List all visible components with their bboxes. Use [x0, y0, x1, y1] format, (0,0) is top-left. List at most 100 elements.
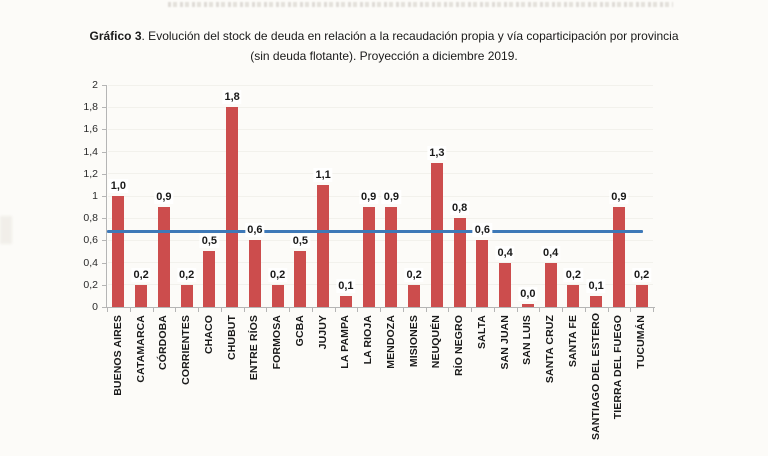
y-axis-tick-label: 1,4 — [83, 145, 98, 158]
gridline — [108, 239, 653, 241]
gridline — [108, 217, 653, 219]
y-axis-tick — [102, 240, 107, 242]
gridline — [108, 128, 653, 130]
bar — [567, 285, 580, 307]
x-axis-category-label: LA PAMPA — [339, 315, 352, 369]
x-axis-tick — [129, 308, 131, 312]
x-axis-category-label: SAN JUAN — [498, 315, 511, 370]
x-axis-tick — [493, 308, 495, 312]
figure-title: Gráfico 3. Evolución del stock de deuda … — [79, 26, 689, 66]
x-axis-category-label: CATAMARCA — [134, 315, 147, 383]
x-axis-category-label: MENDOZA — [384, 315, 397, 369]
bar — [362, 207, 375, 307]
x-axis-tick — [607, 308, 609, 312]
y-axis-tick-label: 0,4 — [83, 256, 98, 269]
x-axis-tick — [380, 308, 381, 312]
gridline — [108, 84, 653, 86]
x-axis-tick — [584, 308, 586, 312]
bar — [544, 263, 557, 307]
x-axis-category-label: BUENOS AIRES — [111, 315, 124, 396]
x-axis-category-label: CHUBUT — [225, 315, 238, 360]
y-axis-tick-label: 1,8 — [83, 101, 98, 114]
bar-value-label: 0,2 — [131, 268, 151, 282]
x-axis-tick — [175, 308, 177, 312]
x-axis-category-label: TUCUMÁN — [635, 315, 648, 369]
bar-value-label: 0,6 — [472, 223, 493, 237]
x-axis-category-label: FORMOSA — [271, 315, 284, 370]
reference-line — [107, 230, 643, 234]
x-axis-category-label: CÓRDOBA — [157, 315, 170, 370]
bar-value-label: 0,8 — [449, 201, 470, 215]
bar — [430, 163, 443, 307]
bar-value-label: 0,9 — [381, 190, 402, 204]
bar-value-label: 0,0 — [518, 287, 538, 301]
bar — [476, 240, 489, 307]
y-axis-tick — [102, 129, 107, 131]
bar — [271, 285, 284, 307]
x-axis-tick — [311, 308, 313, 312]
x-axis-tick — [562, 308, 563, 312]
bar-value-label: 0,4 — [540, 246, 561, 260]
y-axis-line — [106, 85, 107, 307]
bar — [499, 263, 512, 307]
x-axis-tick — [448, 308, 450, 312]
y-axis-tick — [102, 173, 107, 175]
bar-value-label: 0,2 — [176, 268, 197, 282]
bar — [521, 304, 534, 307]
x-axis-tick — [516, 308, 518, 312]
y-axis-tick — [102, 151, 107, 153]
y-axis-tick — [102, 307, 107, 308]
x-axis-category-label: SANTIAGO DEL ESTERO — [589, 312, 602, 440]
bar — [590, 296, 603, 307]
x-axis-category-label: SANTA FE — [566, 315, 579, 368]
x-axis-tick — [471, 308, 472, 312]
x-axis-category-label: SANTA CRUZ — [544, 315, 557, 384]
bar — [248, 240, 261, 307]
y-axis-tick — [102, 85, 107, 86]
bar-value-label: 0,4 — [495, 246, 515, 260]
x-axis-tick — [152, 308, 154, 312]
x-axis-category-label: MISIONES — [407, 315, 420, 368]
bar-value-label: 0,1 — [586, 279, 606, 293]
y-axis-tick-label: 1,2 — [83, 167, 98, 180]
y-axis-tick — [102, 107, 107, 109]
gridline — [108, 173, 653, 175]
bar-value-label: 0,6 — [245, 223, 265, 237]
bar — [612, 207, 625, 307]
scan-artifact — [0, 216, 12, 244]
bar-value-label: 0,5 — [290, 234, 311, 248]
bar — [453, 218, 466, 307]
x-axis-tick — [539, 308, 541, 312]
bar-value-label: 0,1 — [336, 279, 356, 293]
bar-value-label: 1,8 — [222, 90, 242, 104]
bar — [135, 285, 148, 307]
bar-value-label: 0,9 — [609, 190, 629, 204]
bar-value-label: 1,0 — [108, 179, 129, 193]
bar-value-label: 0,9 — [154, 190, 174, 204]
bar — [226, 107, 239, 307]
figure-title-body: . Evolución del stock de deuda en relaci… — [141, 29, 679, 63]
x-axis-tick — [220, 308, 222, 312]
x-axis-tick — [266, 308, 268, 312]
y-axis-tick-label: 0,8 — [83, 212, 98, 225]
x-axis-category-label: JUJUY — [316, 315, 329, 350]
y-axis-tick-label: 0,6 — [83, 234, 98, 247]
bar-value-label: 0,9 — [358, 190, 379, 204]
x-axis-tick — [630, 308, 632, 312]
x-axis-category-label: SAN LUIS — [521, 315, 534, 365]
gridline — [108, 195, 653, 197]
bar-value-label: 0,2 — [267, 268, 288, 282]
x-axis-category-label: RÍO NEGRO — [453, 315, 466, 376]
bar — [385, 207, 398, 307]
x-axis-tick — [357, 308, 359, 312]
y-axis-tick — [102, 284, 107, 286]
bar — [112, 196, 125, 307]
bar-value-label: 1,3 — [427, 146, 447, 160]
gridline — [108, 262, 653, 264]
bar-value-label: 0,2 — [404, 268, 424, 282]
y-axis-tick-label: 1 — [92, 190, 98, 202]
y-axis-tick-label: 0,2 — [83, 278, 98, 291]
gridline — [108, 284, 653, 286]
x-axis-category-label: CORRIENTES — [180, 315, 193, 385]
